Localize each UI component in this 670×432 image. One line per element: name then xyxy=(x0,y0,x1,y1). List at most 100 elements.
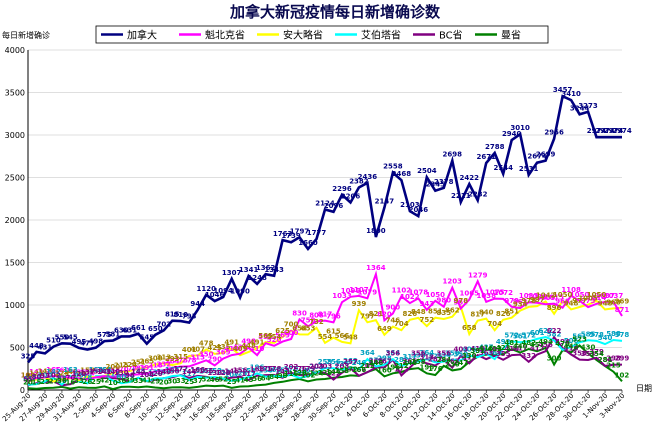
data-label: 84 xyxy=(269,373,279,381)
data-label: 554 xyxy=(318,333,333,341)
data-label: 160 xyxy=(55,366,70,374)
data-label: 282 xyxy=(394,356,409,364)
data-label: 1107 xyxy=(349,286,369,294)
data-label: 404 xyxy=(487,346,502,354)
data-label: 551 xyxy=(258,333,273,341)
data-label: 830 xyxy=(292,309,307,317)
data-label: 510 xyxy=(46,337,61,345)
data-label: 203 xyxy=(309,363,324,371)
data-label: 582 xyxy=(547,331,562,339)
data-label: 137 xyxy=(80,368,95,376)
data-label: 581 xyxy=(106,331,121,339)
data-label: 588 xyxy=(606,330,621,338)
data-label: 36 xyxy=(57,377,67,385)
y-tick-label: 3500 xyxy=(5,89,25,98)
data-label: 145 xyxy=(131,368,146,376)
data-label: 1279 xyxy=(468,271,488,279)
data-label: 1037 xyxy=(604,292,624,300)
legend-box xyxy=(95,25,549,44)
data-label: 354 xyxy=(589,350,604,358)
data-label: 70 xyxy=(66,374,76,382)
data-label: 840 xyxy=(479,309,494,317)
data-label: 481 xyxy=(504,339,519,347)
data-label: 196 xyxy=(420,363,435,371)
data-label: 851 xyxy=(504,308,519,316)
data-label: 269 xyxy=(343,357,358,365)
legend-label: BC省 xyxy=(439,29,463,42)
data-label: 625 xyxy=(275,327,290,335)
data-label: 820 xyxy=(377,310,392,318)
data-label: 20 xyxy=(159,378,169,386)
data-label: 2345 xyxy=(426,181,446,189)
y-tick-label: 1500 xyxy=(5,259,25,268)
data-label: 25 xyxy=(227,378,237,386)
data-label: 46 xyxy=(210,376,220,384)
data-label: 948 xyxy=(598,299,613,307)
data-label: 166 xyxy=(267,366,282,374)
data-label: 431 xyxy=(38,343,53,351)
data-label: 129 xyxy=(292,369,307,377)
data-label: 124 xyxy=(233,369,248,377)
data-label: 45 xyxy=(244,376,254,384)
data-label: 359 xyxy=(445,349,460,357)
data-label: 615 xyxy=(326,328,341,336)
data-label: 750 xyxy=(301,316,316,324)
y-tick-label: 3000 xyxy=(5,131,25,140)
data-label: 25 xyxy=(91,378,101,386)
data-label: 246 xyxy=(352,359,367,367)
data-label: 276 xyxy=(369,357,384,365)
data-label: 566 xyxy=(335,332,350,340)
data-label: 265 xyxy=(403,357,418,365)
data-label: 325 xyxy=(428,352,443,360)
data-label: 140 xyxy=(106,368,121,376)
data-label: 732 xyxy=(309,318,324,326)
data-label: 100 xyxy=(21,372,36,380)
data-label: 163 xyxy=(63,366,78,374)
data-label: 114 xyxy=(72,370,87,378)
data-label: 80 xyxy=(116,373,126,381)
data-label: 871 xyxy=(615,306,630,314)
data-label: 2788 xyxy=(485,143,505,151)
legend-label: 艾伯塔省 xyxy=(361,29,401,42)
data-label: 2531 xyxy=(519,165,539,173)
data-label: 746 xyxy=(386,317,401,325)
data-label: 99 xyxy=(74,372,84,380)
data-label: 1005 xyxy=(578,295,598,303)
data-label: 124 xyxy=(80,369,95,377)
data-label: 523 xyxy=(572,336,587,344)
data-label: 150 xyxy=(89,367,104,375)
data-label: 209 xyxy=(360,362,375,370)
data-label: 153 xyxy=(207,367,222,375)
data-label: 456 xyxy=(538,341,553,349)
data-labels-layer: 3254484315105505454954774985755816306316… xyxy=(21,86,632,387)
data-label: 569 xyxy=(275,332,290,340)
data-label: 410 xyxy=(250,345,265,353)
data-label: 1075 xyxy=(485,289,505,297)
data-label: 16 xyxy=(66,379,76,387)
data-label: 364 xyxy=(487,349,502,357)
data-label: 144 xyxy=(182,368,197,376)
data-label: 215 xyxy=(114,362,129,370)
data-label: 176 xyxy=(428,365,443,373)
data-label: 330 xyxy=(462,352,477,360)
data-label: 317 xyxy=(403,353,418,361)
data-label: 3244 xyxy=(570,104,590,112)
data-label: 1094 xyxy=(213,287,233,295)
data-label: 815 xyxy=(165,311,180,319)
data-label: 33 xyxy=(74,377,84,385)
data-label: 1341 xyxy=(239,266,259,274)
y-tick-label: 500 xyxy=(10,344,25,353)
data-label: 410 xyxy=(470,345,485,353)
data-label: 391 xyxy=(470,347,485,355)
data-label: 313 xyxy=(462,353,477,361)
data-label: 98 xyxy=(125,372,135,380)
data-label: 417 xyxy=(513,345,528,353)
data-label: 122 xyxy=(326,370,341,378)
data-label: 2206 xyxy=(341,192,361,200)
data-label: 1777 xyxy=(307,229,327,237)
data-label: 969 xyxy=(615,298,630,306)
data-label: 62 xyxy=(57,375,67,383)
data-label: 102 xyxy=(46,371,61,379)
data-label: 572 xyxy=(521,331,536,339)
